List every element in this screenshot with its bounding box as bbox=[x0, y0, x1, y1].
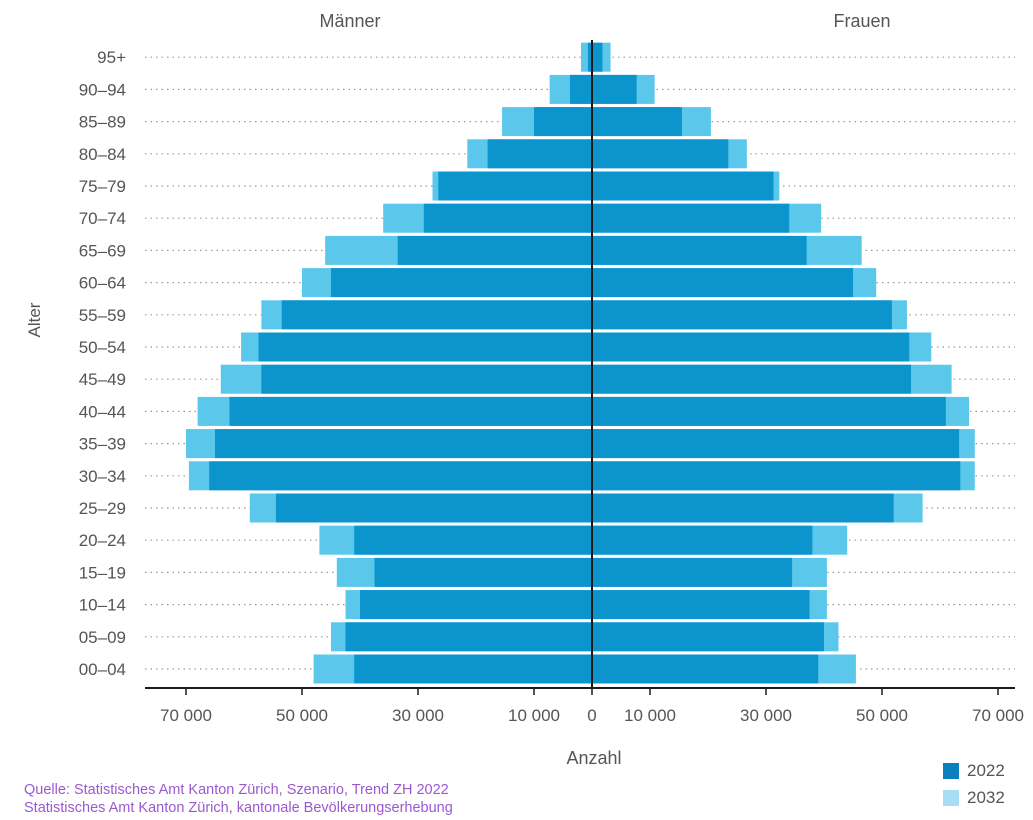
y-tick-label: 05–09 bbox=[79, 628, 126, 647]
bar-women-2022 bbox=[592, 461, 961, 491]
legend: 2022 2032 bbox=[943, 757, 1005, 811]
bar-men-2022 bbox=[587, 42, 592, 72]
population-pyramid-chart: 00–04 05–09 10–14 15–19 20–24 25–29 30–34 35–39… bbox=[25, 11, 1024, 768]
bar-women-2022 bbox=[592, 654, 819, 684]
bar-men-2022 bbox=[345, 622, 592, 652]
bar-men-2022 bbox=[331, 268, 592, 298]
x-tick-label: 70 000 bbox=[160, 706, 212, 725]
y-tick-label: 60–64 bbox=[79, 274, 126, 293]
legend-label-2032: 2032 bbox=[967, 787, 1005, 807]
bar-women-2022 bbox=[592, 268, 853, 298]
x-tick-label: 30 000 bbox=[740, 706, 792, 725]
y-tick-label: 30–34 bbox=[79, 467, 126, 486]
y-tick-label: 00–04 bbox=[79, 660, 126, 679]
legend-swatch-2022 bbox=[943, 762, 959, 779]
y-tick-label: 40–44 bbox=[79, 402, 126, 421]
bar-men-2032 bbox=[580, 42, 592, 72]
y-tick-label: 65–69 bbox=[79, 241, 126, 260]
legend-item-2022: 2022 bbox=[943, 757, 1005, 784]
legend-swatch-2032 bbox=[943, 789, 959, 806]
bar-women-2022 bbox=[592, 364, 911, 394]
source-line-2: Statistisches Amt Kanton Zürich, kantona… bbox=[24, 800, 453, 816]
bar-men-2022 bbox=[261, 364, 592, 394]
y-tick-label: 35–39 bbox=[79, 435, 126, 454]
x-tick-label: 70 000 bbox=[972, 706, 1024, 725]
bar-women-2022 bbox=[592, 332, 910, 362]
y-tick-label: 75–79 bbox=[79, 177, 126, 196]
bar-men-2022 bbox=[397, 235, 592, 265]
bar-men-2022 bbox=[569, 74, 592, 104]
y-tick-label: 95+ bbox=[97, 48, 126, 67]
y-tick-label: 15–19 bbox=[79, 563, 126, 582]
y-tick-label: 10–14 bbox=[79, 596, 126, 615]
bar-women-2022 bbox=[592, 171, 774, 201]
bar-women-2022 bbox=[592, 107, 682, 137]
y-tick-label: 50–54 bbox=[79, 338, 126, 357]
bar-men-2022 bbox=[438, 171, 592, 201]
y-tick-label: 20–24 bbox=[79, 531, 126, 550]
bar-men-2022 bbox=[360, 590, 592, 620]
y-axis-label: Alter bbox=[25, 302, 44, 337]
y-tick-label: 45–49 bbox=[79, 370, 126, 389]
bar-men-2022 bbox=[534, 107, 592, 137]
bar-women-2022 bbox=[592, 622, 824, 652]
legend-item-2032: 2032 bbox=[943, 784, 1005, 811]
right-header: Frauen bbox=[833, 11, 890, 31]
y-tick-label: 90–94 bbox=[79, 80, 126, 99]
x-tick-label: 10 000 bbox=[624, 706, 676, 725]
bar-women-2022 bbox=[592, 300, 892, 330]
x-tick-label: 0 bbox=[587, 706, 596, 725]
bar-men-2022 bbox=[423, 203, 592, 233]
bar-women-2022 bbox=[592, 429, 960, 459]
bar-women-2022 bbox=[592, 203, 790, 233]
bar-men-2022 bbox=[354, 654, 592, 684]
bar-women-2022 bbox=[592, 590, 810, 620]
bar-women-2022 bbox=[592, 42, 603, 72]
bar-men-2022 bbox=[374, 557, 592, 587]
legend-label-2022: 2022 bbox=[967, 760, 1005, 780]
bar-women-2022 bbox=[592, 235, 807, 265]
y-tick-label: 25–29 bbox=[79, 499, 126, 518]
bar-women-2022 bbox=[592, 74, 637, 104]
axes: 00–04 05–09 10–14 15–19 20–24 25–29 30–34 35–39… bbox=[79, 40, 1024, 725]
y-tick-label: 80–84 bbox=[79, 145, 126, 164]
x-tick-label: 50 000 bbox=[276, 706, 328, 725]
bar-men-2022 bbox=[209, 461, 592, 491]
x-tick-label: 10 000 bbox=[508, 706, 560, 725]
bar-men-2022 bbox=[275, 493, 592, 523]
bar-men-2022 bbox=[354, 525, 592, 555]
bar-women-2022 bbox=[592, 557, 793, 587]
y-tick-label: 70–74 bbox=[79, 209, 126, 228]
source-line-1: Quelle: Statistisches Amt Kanton Zürich,… bbox=[24, 782, 449, 798]
left-header: Männer bbox=[319, 11, 380, 31]
source-note: Quelle: Statistisches Amt Kanton Zürich,… bbox=[24, 781, 453, 817]
y-tick-label: 85–89 bbox=[79, 113, 126, 132]
bar-men-2022 bbox=[258, 332, 592, 362]
bar-women-2022 bbox=[592, 139, 729, 169]
bar-women-2022 bbox=[592, 493, 894, 523]
x-axis-label: Anzahl bbox=[566, 748, 621, 768]
bar-women-2022 bbox=[592, 396, 946, 426]
bar-women-2022 bbox=[592, 525, 813, 555]
y-tick-label: 55–59 bbox=[79, 306, 126, 325]
bar-men-2022 bbox=[229, 396, 592, 426]
bar-men-2022 bbox=[215, 429, 592, 459]
bars bbox=[186, 42, 975, 684]
bar-men-2022 bbox=[281, 300, 592, 330]
x-tick-label: 50 000 bbox=[856, 706, 908, 725]
x-tick-label: 30 000 bbox=[392, 706, 444, 725]
bar-men-2022 bbox=[487, 139, 592, 169]
